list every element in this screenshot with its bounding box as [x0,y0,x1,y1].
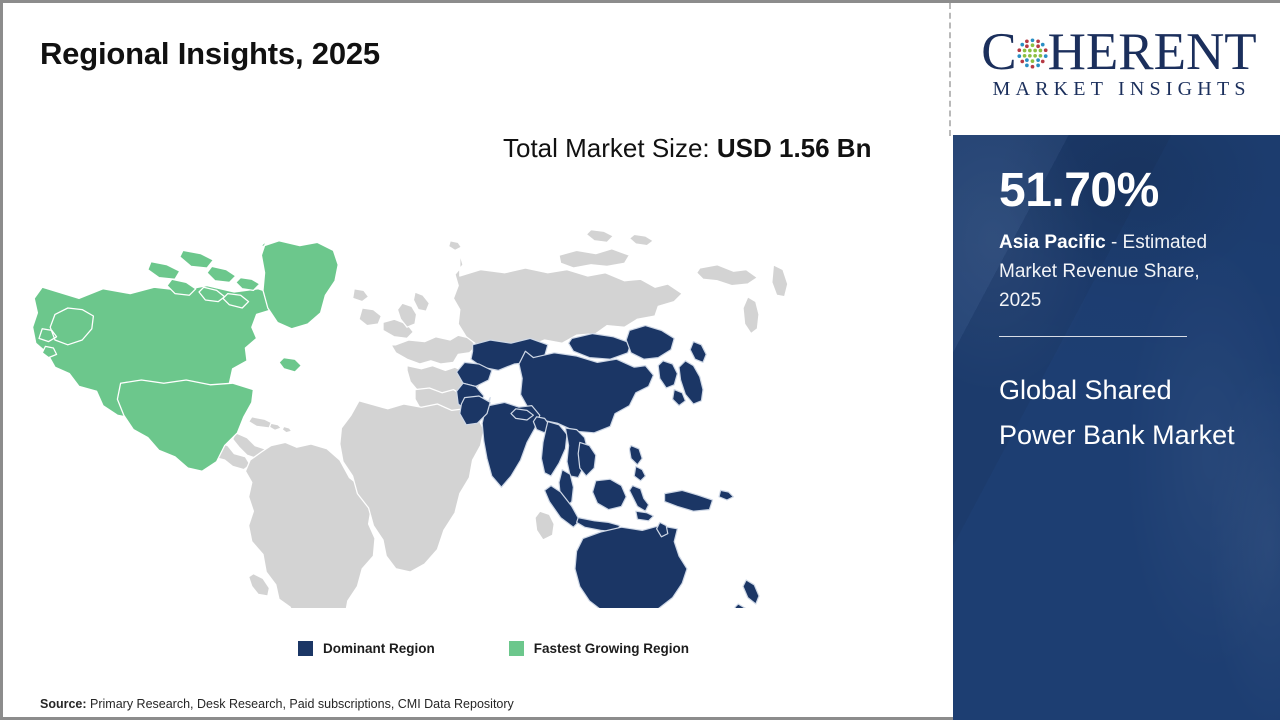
brand-logo-letter-c: C [981,22,1017,81]
brand-logo-subtitle: MARKET INSIGHTS [992,78,1251,100]
page-title: Regional Insights, 2025 [40,36,380,71]
map-region-north-america [31,240,339,472]
market-name: Global Shared Power Bank Market [999,375,1235,451]
map-legend: Dominant Region Fastest Growing Region [298,641,689,656]
total-market-size-caption: Total Market Size: USD 1.56 Bn [503,129,895,168]
map-region-rest-of-world [167,228,789,608]
panel-content: 51.70% Asia Pacific - Estimated Market R… [953,164,1280,458]
brand-logo[interactable]: C [953,6,1280,135]
source-text: Primary Research, Desk Research, Paid su… [86,697,514,711]
vertical-dashed-divider [949,3,951,136]
source-label: Source: [40,697,87,711]
brand-logo-inner: C [970,22,1268,101]
legend-item-dominant-region: Dominant Region [298,641,435,656]
legend-item-fastest-growing-region: Fastest Growing Region [508,641,690,656]
stat-description-text: - Estimated Market Revenue Share, 2025 [999,232,1208,312]
world-map [31,188,831,608]
total-market-size-label: Total Market Size: [503,133,717,163]
legend-swatch-fastest-growing-icon [508,641,524,656]
world-map-svg [31,228,789,608]
brand-logo-wordmark: C [970,22,1268,81]
legend-swatch-dominant-icon [298,641,313,656]
total-market-size-value: USD 1.56 Bn [716,133,872,163]
globe-dots-icon [1017,37,1048,69]
brand-logo-letters-rest: HERENT [1047,22,1257,81]
legend-label-fastest-growing: Fastest Growing Region [533,641,690,656]
source-note: Source: Primary Research, Desk Research,… [40,697,514,711]
stat-value: 51.70% [999,164,1159,217]
panel-divider-rule [999,336,1187,338]
legend-label-dominant: Dominant Region [323,641,435,656]
stat-description: Asia Pacific - Estimated Market Revenue … [999,228,1237,315]
stat-region-name: Asia Pacific [999,232,1106,254]
right-stat-panel: 51.70% Asia Pacific - Estimated Market R… [953,135,1280,720]
map-region-asia-pacific [456,325,760,608]
